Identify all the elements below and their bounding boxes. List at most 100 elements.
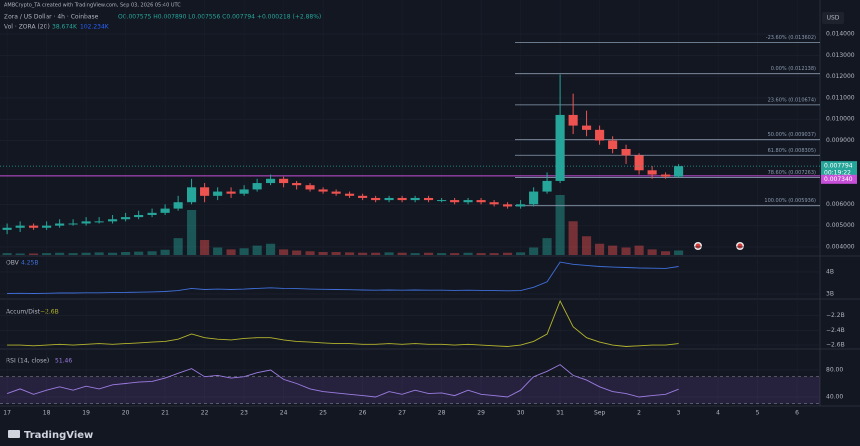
volume-bar [608,245,618,255]
y-tick-label: 0.012000 [826,73,855,80]
x-tick-label: 17 [3,410,11,417]
volume-bar [555,195,565,255]
volume-bar [345,252,355,255]
volume-value: 38.674K [52,24,78,31]
volume-bar [660,251,671,255]
volume-bar [384,252,394,255]
volume-title: Vol · ZORA (20) [4,24,50,31]
volume-bar [331,252,341,255]
candle-body [424,197,434,201]
x-tick-label: 3 [677,410,681,417]
x-tick-label: 23 [240,410,248,417]
candle-body [200,187,210,196]
rsi-band [0,376,820,404]
currency-box[interactable] [822,12,844,24]
volume-bar [595,243,605,255]
countdown: 00:19:22 [824,170,851,177]
volume-bar [463,252,473,255]
volume-bar [568,221,578,255]
last-price-label: 0.007794 [824,163,853,170]
hline-tag [821,174,857,184]
volume-bar [81,252,91,255]
candle-body [266,178,276,184]
volume-bar [621,247,631,255]
volume-bar [252,245,262,255]
volume-bar [173,238,183,255]
candle-body [29,225,39,228]
y-tick-label: 0.006000 [826,201,855,208]
volume-bar [94,252,104,255]
candle-body [476,200,486,203]
volume-bar [503,252,513,255]
candle-body [516,204,526,207]
event-icon[interactable] [695,243,701,249]
footer [0,420,860,446]
volume-bar [266,243,276,255]
candle-body [42,225,52,228]
candle-body [213,191,223,196]
candle-body [437,200,447,202]
pane-title: OBV [6,260,20,267]
candle-body [345,193,355,196]
candle-body [187,187,197,203]
candle-body [660,174,671,177]
candle-body [252,183,262,190]
volume-bar [489,253,499,255]
x-tick-label: 25 [319,410,327,417]
candle-body [542,180,552,192]
fib-label: 0.00% (0.012138) [771,66,816,72]
candle-body [555,114,565,181]
volume-bar [634,245,644,255]
volume-bar [134,251,144,255]
candle-body [55,223,65,226]
indicator-line [7,299,679,347]
candle-body [489,202,499,205]
event-icon[interactable] [737,243,743,249]
currency[interactable]: USD [827,15,840,22]
x-tick-label: 18 [43,410,51,417]
x-tick-label: 4 [716,410,720,417]
x-tick-label: 26 [359,410,367,417]
credit: AMBCrypto_TA created with TradingView.co… [4,3,181,9]
volume-bar [371,252,381,255]
volume-bar [2,253,12,255]
x-tick-label: 22 [201,410,209,417]
x-tick-label: 20 [122,410,130,417]
fib-label: 61.80% (0.008305) [768,148,816,154]
logo [8,430,20,438]
volume-bar [121,252,131,255]
y-tick-label: 0.013000 [826,52,855,59]
candle-body [647,170,657,175]
pane-value: 4.25B [21,260,38,267]
y-tick-label: 3B [826,290,834,297]
candle-body [279,178,289,184]
volume-bar [226,249,236,255]
hline-label: 0.007340 [824,176,853,183]
volume-bar [239,248,249,255]
indicator-line [7,261,679,294]
candle-body [68,223,78,225]
candle-body [450,200,460,203]
volume-bar [542,238,552,255]
fib-label: 23.60% (0.010674) [768,97,816,103]
fib-label: 100.00% (0.005936) [764,198,816,204]
last-price-tag [821,161,857,178]
x-tick-label: 30 [517,410,525,417]
y-tick-label: 4B [826,268,834,275]
y-tick-label: 0.014000 [826,31,855,38]
fib-label: 50.00% (0.009037) [768,132,816,138]
candle-body [674,166,684,177]
candle-body [173,202,183,209]
fib-label: -23.60% (0.013602) [766,35,816,41]
candle-body [384,197,394,201]
volume-bar [529,247,539,255]
volume-bar [55,252,65,255]
x-tick-label: Sep [594,410,606,417]
candle-body [595,129,605,141]
pane-title: RSI (14, close) [6,358,49,365]
volume-bar [68,253,78,255]
pane-value: −2.6B [40,309,59,316]
candle-body [305,185,315,190]
